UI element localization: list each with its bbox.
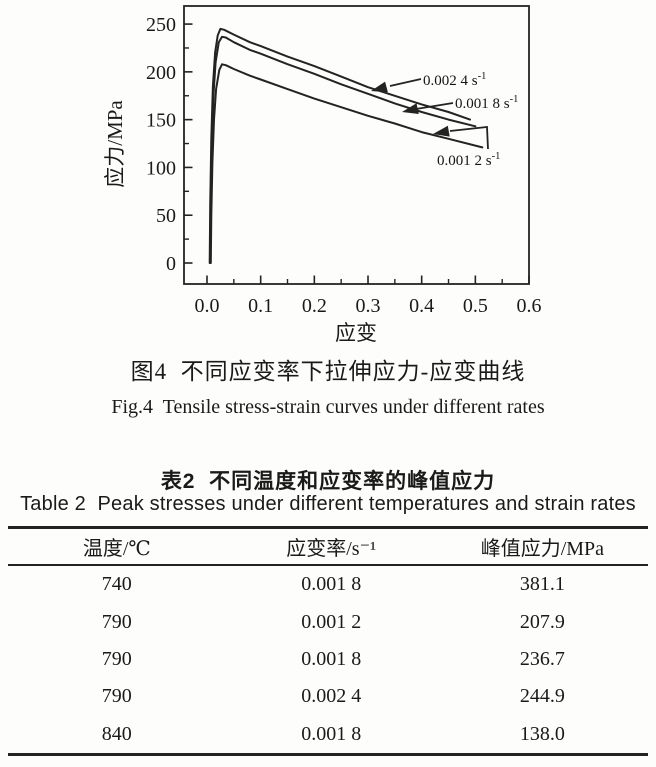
table-caption-en: Table 2 Peak stresses under different te… [20, 493, 636, 515]
x-tick-label: 0.6 [517, 295, 542, 317]
table-cell: 138.0 [519, 722, 565, 745]
annotation-arrowhead [433, 125, 450, 137]
stress-strain-curve-0 [208, 27, 471, 264]
annotation-arrowhead [371, 81, 388, 93]
y-tick-label: 0 [166, 253, 176, 275]
table-row: 740 0.001 8 381.1 [8, 566, 648, 603]
x-tick-label: 0.5 [463, 295, 488, 317]
table-cell: 790 [101, 685, 132, 708]
axis-ticks: 0 50 100 150 200 250 0.0 0.1 0.2 0.3 0.4 0.5 0.6 [146, 14, 542, 317]
x-tick-label: 0.3 [356, 295, 381, 317]
annotation-leader-line [415, 102, 454, 110]
table-row: 790 0.002 4 244.9 [8, 678, 648, 715]
table-row: 790 0.001 8 236.7 [8, 641, 648, 678]
y-tick-label: 100 [146, 157, 176, 179]
x-tick-label: 0.2 [302, 295, 327, 317]
y-tick-label: 150 [146, 110, 176, 132]
table-cell: 0.001 8 [301, 722, 362, 745]
y-tick-label: 50 [156, 205, 176, 227]
table-cell: 0.001 2 [301, 610, 362, 633]
column-header-strain-rate: 应变率/s⁻¹ [286, 538, 377, 560]
strain-rate-annotation-label: 0.001 8 s-1 [455, 94, 518, 112]
table-cell: 244.9 [519, 685, 565, 708]
figure-caption-zh: 图4 不同应变率下拉伸应力-应变曲线 [130, 359, 526, 384]
plot-border [183, 5, 530, 285]
x-tick-label: 0.1 [248, 295, 273, 317]
curve-series-group [208, 27, 484, 264]
annotation-leader-line [449, 126, 489, 150]
x-tick-label: 0.0 [195, 295, 220, 317]
table-caption-zh: 表2 不同温度和应变率的峰值应力 [160, 470, 496, 493]
table-cell: 236.7 [519, 647, 565, 670]
table-cell: 790 [101, 610, 132, 633]
table-row: 840 0.001 8 138.0 [8, 716, 648, 753]
table-row: 790 0.001 2 207.9 [8, 603, 648, 640]
stress-strain-curve-1 [209, 35, 477, 264]
table-header-row: 温度/℃ 应变率/s⁻¹ 峰值应力/MPa [8, 529, 648, 566]
curve-annotations-group: 0.002 4 s-1 0.001 8 s-1 0.001 2 s-1 [371, 71, 518, 169]
annotation-arrowhead [402, 103, 419, 115]
annotation-leader-line [389, 78, 422, 87]
table-cell: 381.1 [519, 573, 565, 596]
y-axis-label: 应力/MPa [103, 100, 127, 188]
y-tick-label: 200 [146, 62, 176, 84]
peak-stress-table: 温度/℃ 应变率/s⁻¹ 峰值应力/MPa 740 0.001 8 381.1 790… [8, 526, 648, 756]
column-header-temperature: 温度/℃ [82, 538, 151, 560]
table-cell: 0.001 8 [301, 573, 362, 596]
x-tick-label: 0.4 [409, 295, 434, 317]
table-cell: 207.9 [519, 610, 565, 633]
stress-strain-chart: 0 50 100 150 200 250 0.0 0.1 0.2 0.3 0.4 0.5 0.6 0.0… [103, 5, 542, 345]
y-tick-label: 250 [146, 14, 176, 36]
strain-rate-annotation-label: 0.001 2 s-1 [437, 151, 500, 169]
column-header-peak-stress: 峰值应力/MPa [480, 538, 605, 560]
table-cell: 740 [101, 573, 132, 596]
table-cell: 790 [101, 647, 132, 670]
table-body: 740 0.001 8 381.1 790 0.001 2 207.9 790 0.001 8… [8, 566, 648, 753]
table-cell: 0.002 4 [301, 685, 362, 708]
figure-caption-en: Fig.4 Tensile stress-strain curves under… [111, 396, 545, 418]
stress-strain-curve-2 [209, 63, 484, 264]
table-cell: 0.001 8 [301, 647, 362, 670]
x-axis-label: 应变 [335, 321, 377, 345]
table-cell: 840 [101, 722, 132, 745]
strain-rate-annotation-label: 0.002 4 s-1 [423, 71, 486, 89]
